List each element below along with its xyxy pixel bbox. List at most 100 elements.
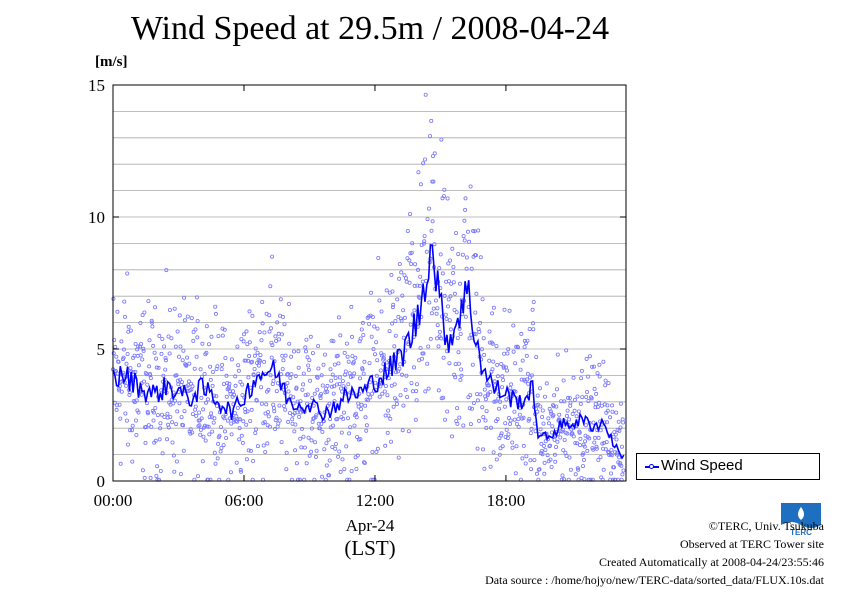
data-point [302,445,307,450]
data-point [361,460,366,465]
data-point [467,406,472,411]
data-point [333,446,338,451]
data-point [243,410,248,415]
data-point [315,375,320,380]
data-point [431,306,436,311]
data-point [525,338,530,343]
data-point [621,420,626,425]
data-point [154,473,159,478]
data-point [495,417,500,422]
data-point [237,437,242,442]
data-point [138,320,143,325]
data-point [270,254,275,259]
data-point [212,416,217,421]
data-point [384,288,389,293]
data-point [248,418,253,423]
data-point [361,371,366,376]
data-point [429,311,434,316]
data-point [363,415,368,420]
data-point [232,392,237,397]
data-point [220,333,225,338]
data-point [332,384,337,389]
data-point [453,375,458,380]
data-point [319,421,324,426]
data-point [139,341,144,346]
y-tick-label: 10 [88,208,105,227]
data-point [502,404,507,409]
data-point [582,444,587,449]
data-point [234,414,239,419]
data-point [198,427,203,432]
data-point [605,408,610,413]
data-point [452,307,457,312]
data-point [253,430,258,435]
data-point [229,421,234,426]
data-point [513,361,518,366]
data-point [442,293,447,298]
data-point [410,389,415,394]
data-point [568,467,573,472]
data-point [456,252,461,257]
data-point [573,440,578,445]
legend-label: Wind Speed [661,457,743,474]
data-point [503,434,508,439]
data-point [582,457,587,462]
data-point [329,378,334,383]
data-point [520,358,525,363]
data-point [345,354,350,359]
data-point [564,453,569,458]
data-point [541,421,546,426]
data-point [585,448,590,453]
data-point [236,417,241,422]
data-point [301,382,306,387]
data-point [393,318,398,323]
data-point [373,380,378,385]
data-point [336,454,341,459]
data-point [374,373,379,378]
data-point [524,353,529,358]
data-point [299,426,304,431]
data-point [524,454,529,459]
data-point [478,392,483,397]
data-point [567,395,572,400]
data-point [584,356,589,361]
data-point [419,356,424,361]
data-point [506,347,511,352]
data-point [182,295,187,300]
data-point [594,444,599,449]
data-point [510,440,515,445]
data-point [341,410,346,415]
data-point [316,421,321,426]
data-point [207,432,212,437]
data-point [292,411,297,416]
data-point [609,453,614,458]
data-point [224,373,229,378]
data-point [575,441,580,446]
data-point [409,250,414,255]
data-point [159,351,164,356]
data-point [179,415,184,420]
data-point [241,339,246,344]
data-point [128,428,133,433]
data-point [571,375,576,380]
data-point [286,301,291,306]
data-point [435,306,440,311]
data-point [259,338,264,343]
data-point [148,376,153,381]
data-point [457,415,462,420]
data-point [593,435,598,440]
data-point [537,467,542,472]
data-point [525,377,530,382]
data-point [495,362,500,367]
data-point [209,334,214,339]
data-point [117,402,122,407]
data-point [144,401,149,406]
data-point [552,393,557,398]
data-point [485,393,490,398]
data-point [270,343,275,348]
data-point [421,241,426,246]
data-point [539,441,544,446]
data-point [280,366,285,371]
data-point [499,385,504,390]
data-point [198,367,203,372]
